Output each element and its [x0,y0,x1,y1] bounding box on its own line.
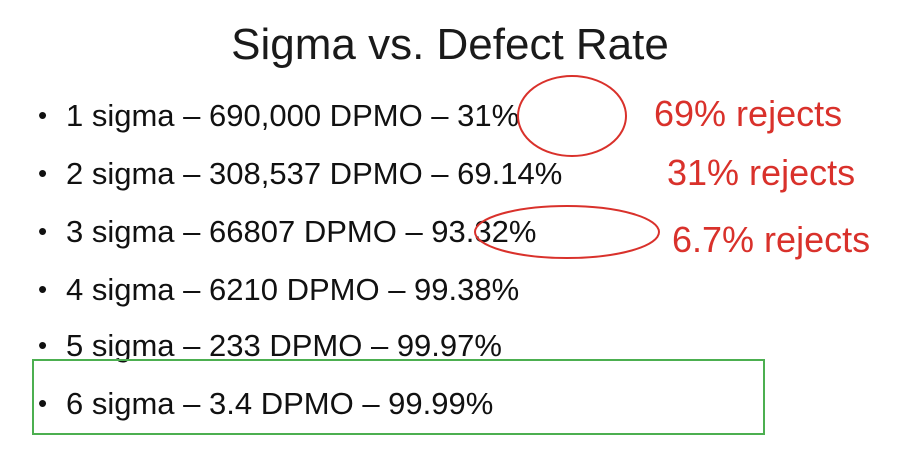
bullet-text: 1 sigma – 690,000 DPMO – 31% [66,98,520,133]
bullet-icon: • [38,216,48,246]
annotation-31-rejects: 31% rejects [667,152,856,193]
bullet-item-3-sigma: • 3 sigma – 66807 DPMO – 93.32% [38,216,536,247]
bullet-item-5-sigma: • 5 sigma – 233 DPMO – 99.97% [38,330,502,361]
annotation-69-rejects: 69% rejects [654,93,843,134]
bullet-icon: • [38,388,48,418]
bullet-text: 5 sigma – 233 DPMO – 99.97% [66,328,502,363]
bullet-icon: • [38,100,48,130]
bullet-item-6-sigma: • 6 sigma – 3.4 DPMO – 99.99% [38,388,493,419]
bullet-icon: • [38,330,48,360]
bullet-text: 4 sigma – 6210 DPMO – 99.38% [66,272,520,307]
annotation-6-7-rejects: 6.7% rejects [672,219,871,260]
bullet-item-2-sigma: • 2 sigma – 308,537 DPMO – 69.14% [38,158,562,189]
bullet-text: 2 sigma – 308,537 DPMO – 69.14% [66,156,563,191]
bullet-item-4-sigma: • 4 sigma – 6210 DPMO – 99.38% [38,274,519,305]
slide-title: Sigma vs. Defect Rate [231,20,669,69]
bullet-icon: • [38,274,48,304]
bullet-text: 6 sigma – 3.4 DPMO – 99.99% [66,386,494,421]
bullet-icon: • [38,158,48,188]
bullet-item-1-sigma: • 1 sigma – 690,000 DPMO – 31% [38,100,519,131]
bullet-text: 3 sigma – 66807 DPMO – 93.32% [66,214,537,249]
highlight-circle-31-percent [517,75,627,157]
